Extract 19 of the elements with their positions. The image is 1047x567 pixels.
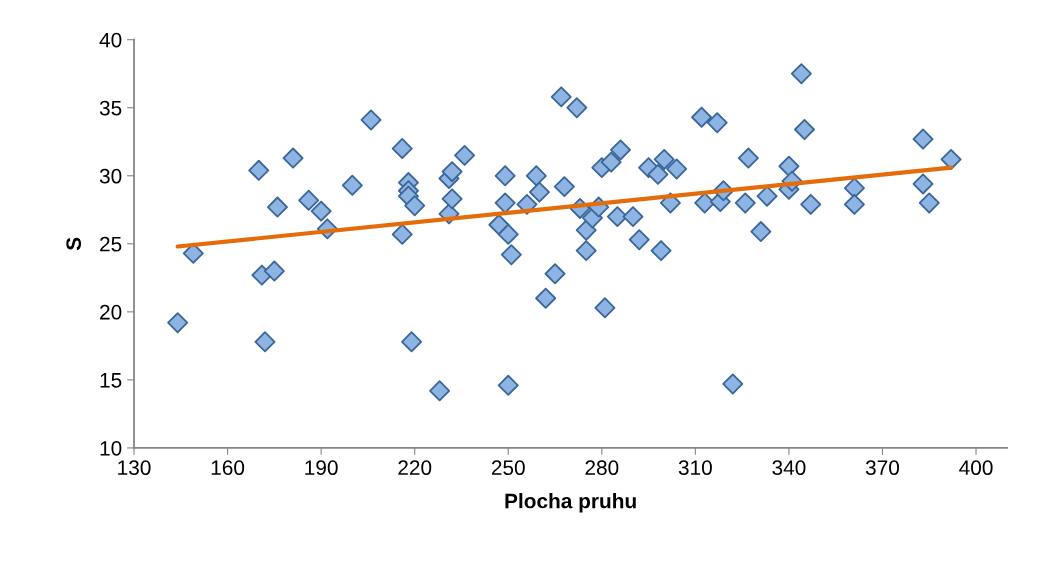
- x-tick-label: 130: [118, 460, 151, 476]
- x-tick-label: 340: [772, 460, 806, 476]
- y-tick-label: 10: [100, 440, 122, 456]
- x-tick-label: 190: [305, 460, 338, 476]
- y-tick-label: 15: [100, 373, 122, 388]
- x-tick-label: 280: [585, 460, 619, 476]
- y-tick-label: 25: [100, 236, 122, 252]
- y-tick-label: 20: [100, 304, 122, 320]
- x-tick-label: 310: [678, 460, 712, 476]
- x-tick-label: 370: [865, 460, 900, 476]
- x-tick-label: 160: [211, 460, 245, 476]
- y-tick-label: 40: [99, 32, 122, 48]
- x-tick-label: 220: [398, 460, 432, 476]
- x-tick-label: 400: [959, 460, 993, 476]
- y-tick-label: 30: [99, 168, 122, 184]
- x-axis-title: Plocha pruhu: [505, 493, 636, 513]
- x-tick-label: 250: [491, 460, 525, 476]
- y-tick-label: 35: [99, 100, 122, 116]
- y-axis-title: S: [66, 237, 82, 251]
